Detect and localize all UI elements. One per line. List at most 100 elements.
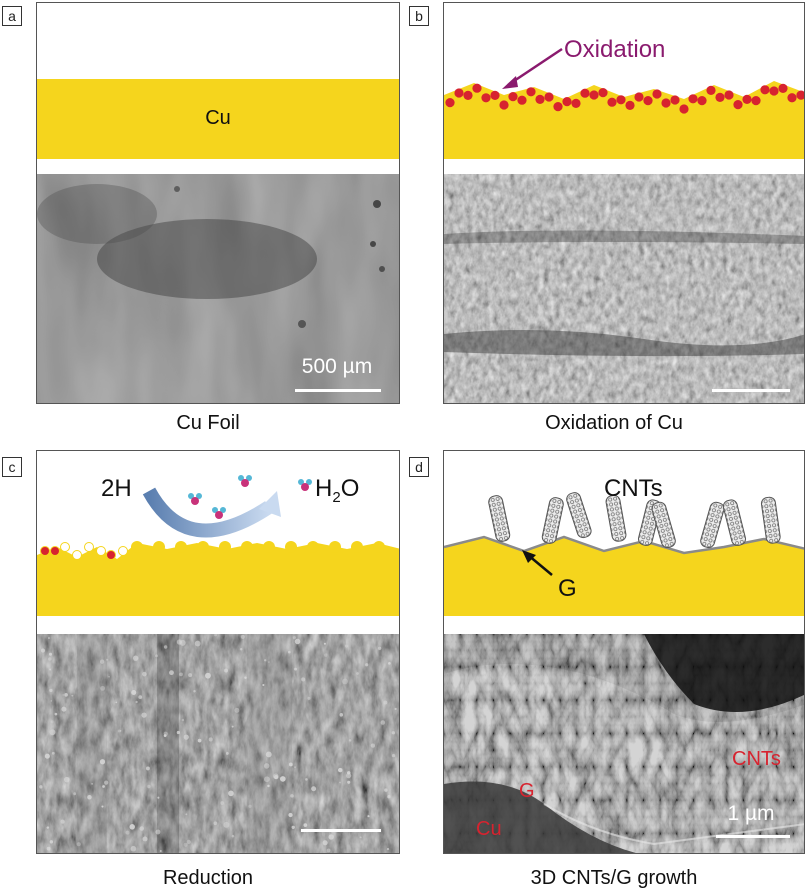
oxide-particle (481, 93, 491, 103)
graphene-arrow-label: G (558, 575, 577, 602)
sem-particle (272, 773, 279, 779)
oxide-particle (706, 85, 716, 95)
oxide-particle (697, 96, 707, 106)
sem-particle (377, 646, 382, 651)
cnt-growth-diagram (444, 492, 804, 616)
panel-a-letter: a (2, 6, 22, 26)
oxide-particle (715, 92, 725, 102)
oxide-particle (616, 95, 626, 105)
sem-particle (104, 780, 109, 785)
surface-bump (373, 541, 385, 553)
sem-particle (179, 672, 183, 677)
panel-b: Oxidation b Oxidation of Cu (403, 0, 806, 447)
surface-bump (175, 541, 187, 553)
sem-particle (119, 730, 122, 732)
sem-particle (268, 661, 270, 663)
surface-bump (307, 541, 319, 553)
oxide-particle (679, 104, 689, 114)
oxide-particle (454, 88, 464, 98)
panel-b-frame: Oxidation (443, 2, 805, 404)
sem-particle (176, 730, 180, 735)
sem-particle (183, 734, 189, 740)
sem-particle (337, 767, 343, 773)
water-molecule-icon (188, 493, 202, 505)
cu-layer-label: Cu (205, 107, 231, 129)
carbon-nanotube (760, 496, 781, 544)
oxide-particle (598, 88, 608, 98)
sem-particle (48, 652, 53, 656)
oxide-particle (589, 90, 599, 100)
oxide-particle (607, 97, 617, 107)
sem-particle (157, 796, 160, 799)
sem-particle (46, 846, 51, 851)
sem-particle (44, 753, 50, 759)
surface-atom (118, 546, 128, 556)
sem-particle (220, 801, 225, 805)
sem-particle (291, 825, 295, 829)
oxide-particle (652, 89, 662, 99)
sem-particle (49, 840, 54, 844)
surface-atom (106, 550, 116, 560)
panel-a-frame: Cu 500 µm (36, 2, 400, 404)
surface-bump (285, 541, 297, 553)
sem-particle (91, 782, 94, 785)
surface-atom (72, 550, 82, 560)
sem-particle (181, 718, 185, 722)
sem-particle (386, 847, 390, 851)
surface-atom (40, 546, 50, 556)
sem-particle (234, 707, 240, 713)
panel-d: CNTs G CNTs G Cu 1 µm d 3D CNTs/G growth (403, 447, 806, 894)
oxide-particle (499, 100, 509, 110)
sem-particle (223, 821, 230, 828)
sem-particle (384, 788, 388, 792)
sem-particle (142, 671, 147, 677)
cu-layer (37, 79, 399, 159)
sem-particle (73, 792, 77, 796)
sem-particle (60, 819, 65, 824)
oxide-particle (580, 88, 590, 98)
oxide-particle (517, 95, 527, 105)
sem-particle (240, 634, 245, 639)
oxide-particle (535, 94, 545, 104)
sem-image-cnts-graphene: CNTs G Cu 1 µm (444, 634, 804, 853)
sem-graphene-label: G (519, 780, 535, 802)
sem-particle (49, 668, 52, 671)
sem-particle (99, 659, 105, 664)
panel-c-letter: c (2, 457, 22, 477)
sem-particle (239, 648, 243, 651)
sem-particle (263, 763, 270, 769)
surface-bump (197, 541, 209, 553)
sem-particle (263, 776, 270, 783)
sem-particle (188, 673, 193, 678)
sem-particle (344, 644, 349, 648)
sem-particle (213, 821, 218, 826)
sem-particle (244, 676, 247, 679)
sem-particle (138, 695, 143, 700)
sem-particle (305, 778, 308, 781)
sem-particle (159, 850, 162, 852)
oxide-particle (760, 85, 770, 95)
sem-particle (294, 638, 301, 645)
sem-particle (117, 729, 121, 733)
oxide-particle (472, 83, 482, 93)
oxide-particle (508, 92, 518, 102)
sem-particle (248, 804, 252, 808)
water-molecule-icon (238, 475, 252, 487)
oxide-particle (571, 98, 581, 108)
carbon-nanotube (700, 501, 725, 549)
scale-bar-b (712, 389, 790, 392)
sem-particle (169, 670, 174, 676)
carbon-nanotube (488, 495, 511, 542)
sem-particle (154, 654, 158, 658)
cnts-top-label: CNTs (604, 475, 663, 502)
sem-particle (345, 773, 352, 779)
oxide-particle (490, 90, 500, 100)
oxide-particle (463, 90, 473, 100)
sem-particle (50, 700, 53, 702)
sem-particle (307, 696, 311, 700)
oxide-particle (688, 94, 698, 104)
panel-d-frame: CNTs G CNTs G Cu 1 µm (443, 450, 805, 854)
oxide-particle (445, 98, 455, 108)
sem-particle (62, 694, 65, 696)
sem-particle (147, 784, 151, 789)
